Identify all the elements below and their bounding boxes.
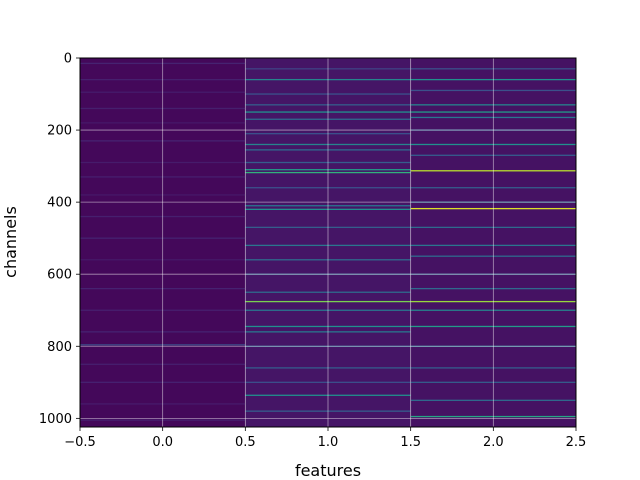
x-tick-label: 2.5 (566, 435, 587, 450)
y-tick-label: 1000 (39, 412, 72, 427)
y-axis: 0 200 400 600 800 1000 (39, 52, 80, 427)
x-tick-label: 0.5 (235, 435, 256, 450)
x-tick-label: 1.5 (400, 435, 421, 450)
x-axis-label: features (295, 461, 361, 480)
x-tick-label: 2.0 (483, 435, 504, 450)
x-tick-label: 1.0 (318, 435, 339, 450)
y-tick-label: 200 (47, 124, 72, 139)
x-tick-label: 0.0 (152, 435, 173, 450)
y-tick-label: 0 (64, 52, 72, 67)
y-tick-label: 400 (47, 196, 72, 211)
y-tick-label: 600 (47, 268, 72, 283)
x-axis: −0.5 0.0 0.5 1.0 1.5 2.0 2.5 (64, 427, 586, 450)
y-tick-label: 800 (47, 340, 72, 355)
y-axis-label: channels (1, 206, 20, 278)
x-tick-label: −0.5 (64, 435, 96, 450)
